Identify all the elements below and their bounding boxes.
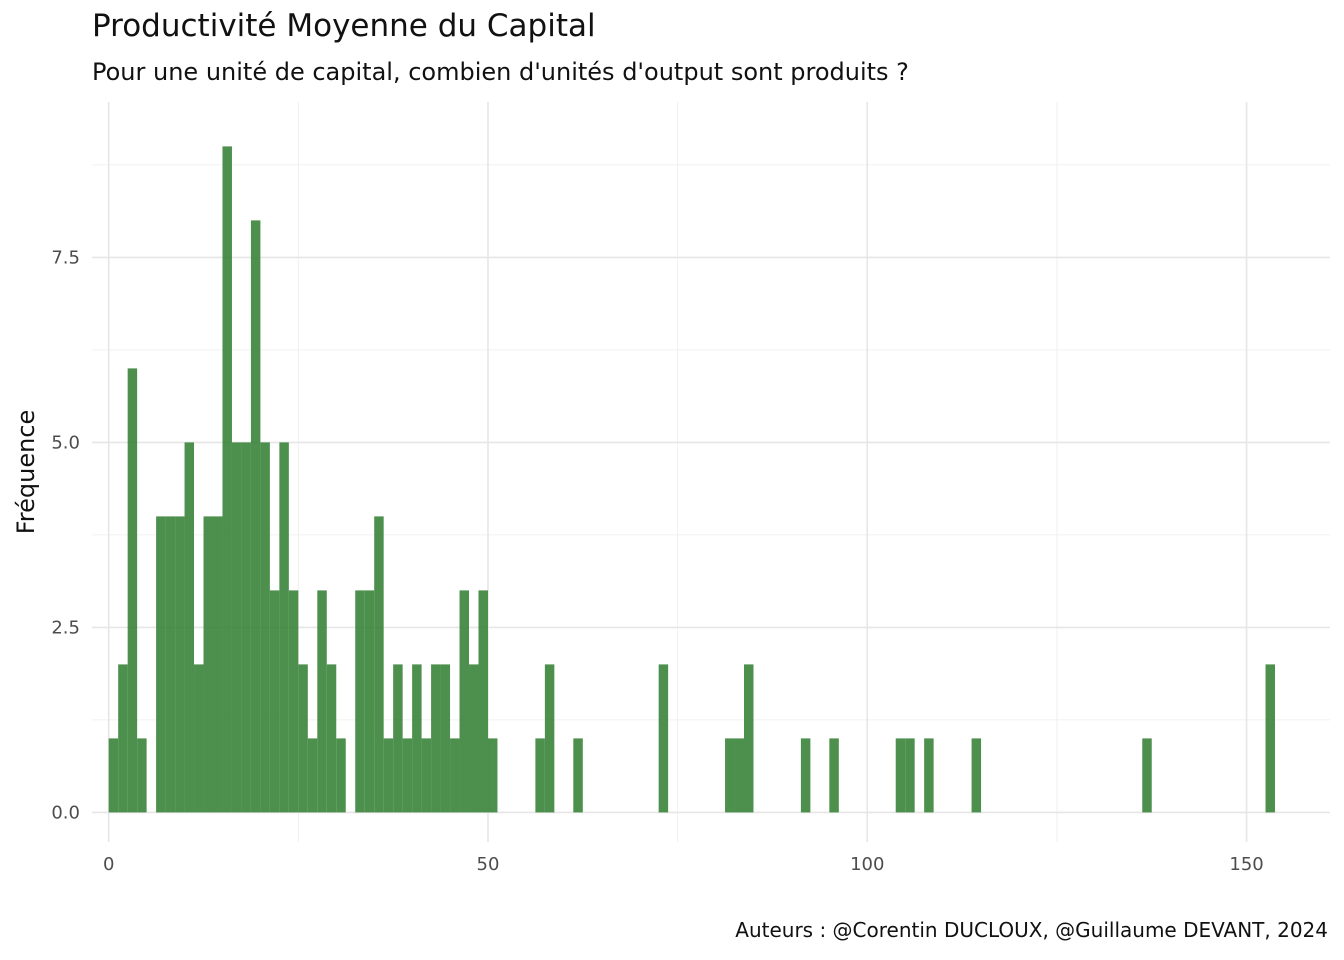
histogram-bar: [222, 146, 232, 813]
histogram-bar: [175, 516, 185, 813]
histogram-bar: [355, 590, 365, 813]
histogram-bar: [118, 664, 128, 813]
histogram-bar: [393, 664, 403, 813]
histogram-bar: [194, 664, 204, 813]
histogram-bar: [459, 590, 470, 813]
histogram-bar: [573, 738, 583, 813]
histogram-bar: [450, 738, 460, 813]
chart-title: Productivité Moyenne du Capital: [92, 8, 596, 44]
histogram-bar: [184, 442, 195, 813]
histogram-bar: [895, 738, 906, 813]
x-tick-label: 50: [477, 854, 500, 875]
histogram-bar: [231, 442, 242, 813]
histogram-bar: [535, 738, 545, 813]
x-tick-label: 100: [850, 854, 884, 875]
y-tick-label: 5.0: [51, 432, 80, 453]
histogram-bar: [905, 738, 915, 813]
y-tick-label: 7.5: [51, 247, 80, 268]
y-tick-label: 2.5: [51, 617, 80, 638]
histogram-bar: [1265, 664, 1276, 813]
histogram-bar: [743, 664, 754, 813]
histogram-bar: [658, 664, 669, 813]
x-tick-label: 0: [103, 854, 114, 875]
histogram-bar: [402, 738, 413, 813]
histogram-bar: [431, 664, 441, 813]
x-tick-label: 150: [1229, 854, 1263, 875]
histogram-bar: [364, 590, 375, 813]
histogram-bar: [269, 590, 280, 813]
histogram-bar: [412, 664, 422, 813]
histogram-bar: [336, 738, 346, 813]
histogram-bar: [156, 516, 166, 813]
histogram-bar: [725, 738, 735, 813]
histogram-bar: [203, 516, 213, 813]
y-tick-label: 0.0: [51, 802, 80, 823]
histogram-bar: [165, 516, 176, 813]
histogram-bar: [800, 738, 811, 813]
chart-subtitle: Pour une unité de capital, combien d'uni…: [92, 58, 909, 86]
histogram-bar: [469, 664, 479, 813]
histogram-bar: [440, 664, 451, 813]
histogram-bar: [544, 664, 555, 813]
histogram-bar: [288, 590, 299, 813]
histogram-bar: [212, 516, 223, 813]
histogram-bar: [487, 738, 498, 813]
histogram-bar: [250, 220, 261, 813]
histogram-bar: [127, 368, 138, 813]
histogram-bar: [108, 738, 119, 813]
histogram-bar: [924, 738, 934, 813]
histogram-bar: [298, 664, 308, 813]
histogram-bars: [108, 146, 1276, 813]
axis-ticks: 0 50 100 150 0.0 2.5 5.0 7.5: [51, 247, 1263, 875]
histogram-bar: [478, 590, 488, 813]
histogram-bar: [260, 442, 270, 813]
histogram-bar: [383, 738, 394, 813]
histogram-bar: [421, 738, 432, 813]
histogram-bar: [241, 442, 251, 813]
histogram-bar: [734, 738, 744, 813]
histogram-bar: [326, 664, 337, 813]
chart-caption: Auteurs : @Corentin DUCLOUX, @Guillaume …: [735, 918, 1328, 942]
histogram-bar: [317, 590, 327, 813]
histogram-bar: [374, 516, 384, 813]
histogram-bar: [1142, 738, 1152, 813]
histogram-bar: [971, 738, 982, 813]
histogram-bar: [307, 738, 318, 813]
histogram-bar: [137, 738, 147, 813]
histogram-bar: [829, 738, 839, 813]
histogram-bar: [279, 442, 289, 813]
